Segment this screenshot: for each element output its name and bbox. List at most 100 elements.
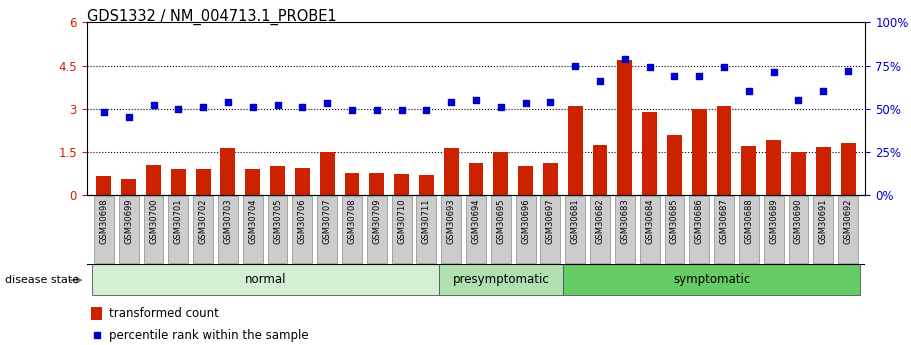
- Bar: [543, 163, 558, 195]
- Point: [692, 73, 707, 79]
- Text: GSM30691: GSM30691: [819, 198, 828, 244]
- FancyBboxPatch shape: [439, 264, 563, 295]
- Bar: [344, 173, 360, 195]
- Bar: [220, 148, 235, 195]
- Point: [196, 104, 210, 110]
- Bar: [816, 148, 831, 195]
- Text: GSM30690: GSM30690: [794, 198, 803, 244]
- FancyBboxPatch shape: [441, 196, 461, 263]
- Text: GSM30706: GSM30706: [298, 198, 307, 244]
- FancyBboxPatch shape: [91, 264, 439, 295]
- Point: [444, 99, 458, 105]
- Point: [717, 65, 732, 70]
- Text: GSM30698: GSM30698: [99, 198, 108, 244]
- Point: [791, 97, 805, 103]
- Bar: [196, 169, 210, 195]
- Text: symptomatic: symptomatic: [673, 273, 751, 286]
- Text: transformed count: transformed count: [109, 307, 220, 320]
- FancyBboxPatch shape: [144, 196, 163, 263]
- Point: [220, 99, 235, 105]
- Bar: [419, 175, 434, 195]
- FancyBboxPatch shape: [838, 196, 858, 263]
- FancyBboxPatch shape: [218, 196, 238, 263]
- FancyBboxPatch shape: [566, 196, 585, 263]
- Point: [344, 108, 359, 113]
- Text: GSM30703: GSM30703: [223, 198, 232, 244]
- Bar: [494, 152, 508, 195]
- Text: GSM30687: GSM30687: [720, 198, 729, 244]
- Text: GSM30709: GSM30709: [373, 198, 382, 244]
- FancyBboxPatch shape: [268, 196, 288, 263]
- Point: [121, 115, 136, 120]
- Text: GSM30711: GSM30711: [422, 198, 431, 244]
- Point: [398, 230, 413, 236]
- Bar: [618, 60, 632, 195]
- Text: GSM30705: GSM30705: [273, 198, 282, 244]
- Bar: [121, 179, 136, 195]
- Text: GSM30684: GSM30684: [645, 198, 654, 244]
- Bar: [320, 152, 334, 195]
- Text: GSM30710: GSM30710: [397, 198, 406, 244]
- Point: [469, 97, 484, 103]
- Text: GSM30686: GSM30686: [695, 198, 704, 244]
- Point: [543, 99, 558, 105]
- FancyBboxPatch shape: [416, 196, 436, 263]
- FancyBboxPatch shape: [466, 196, 486, 263]
- Bar: [667, 135, 682, 195]
- Text: normal: normal: [244, 273, 286, 286]
- Text: GSM30708: GSM30708: [347, 198, 356, 244]
- Point: [742, 89, 756, 94]
- FancyBboxPatch shape: [193, 196, 213, 263]
- FancyBboxPatch shape: [739, 196, 759, 263]
- FancyBboxPatch shape: [763, 196, 783, 263]
- Point: [370, 108, 384, 113]
- FancyBboxPatch shape: [491, 196, 511, 263]
- Bar: [592, 145, 608, 195]
- Text: GSM30701: GSM30701: [174, 198, 183, 244]
- FancyBboxPatch shape: [392, 196, 412, 263]
- FancyBboxPatch shape: [640, 196, 660, 263]
- Bar: [518, 166, 533, 195]
- Text: GSM30696: GSM30696: [521, 198, 530, 244]
- Bar: [444, 148, 458, 195]
- FancyBboxPatch shape: [690, 196, 709, 263]
- Point: [295, 104, 310, 110]
- Bar: [97, 176, 111, 195]
- Point: [642, 65, 657, 70]
- Point: [618, 56, 632, 61]
- Point: [171, 106, 186, 111]
- Text: GDS1332 / NM_004713.1_PROBE1: GDS1332 / NM_004713.1_PROBE1: [87, 9, 336, 25]
- Bar: [171, 169, 186, 195]
- Point: [841, 68, 855, 73]
- Text: GSM30683: GSM30683: [620, 198, 630, 244]
- Text: GSM30697: GSM30697: [546, 198, 555, 244]
- FancyBboxPatch shape: [169, 196, 189, 263]
- Bar: [642, 111, 657, 195]
- Bar: [146, 165, 161, 195]
- Point: [394, 108, 409, 113]
- FancyBboxPatch shape: [563, 264, 861, 295]
- Point: [816, 89, 831, 94]
- Bar: [245, 169, 261, 195]
- Text: GSM30699: GSM30699: [124, 198, 133, 244]
- Bar: [394, 174, 409, 195]
- Point: [593, 78, 608, 84]
- Text: GSM30682: GSM30682: [596, 198, 605, 244]
- FancyBboxPatch shape: [540, 196, 560, 263]
- Text: presymptomatic: presymptomatic: [453, 273, 549, 286]
- Bar: [742, 146, 756, 195]
- Text: GSM30689: GSM30689: [769, 198, 778, 244]
- Point: [97, 109, 111, 115]
- Bar: [691, 109, 707, 195]
- FancyBboxPatch shape: [714, 196, 734, 263]
- FancyBboxPatch shape: [789, 196, 808, 263]
- Text: GSM30685: GSM30685: [670, 198, 679, 244]
- Bar: [717, 106, 732, 195]
- Bar: [270, 166, 285, 195]
- FancyBboxPatch shape: [118, 196, 138, 263]
- Text: GSM30681: GSM30681: [570, 198, 579, 244]
- Text: GSM30692: GSM30692: [844, 198, 853, 244]
- FancyBboxPatch shape: [590, 196, 610, 263]
- Point: [271, 102, 285, 108]
- Point: [667, 73, 681, 79]
